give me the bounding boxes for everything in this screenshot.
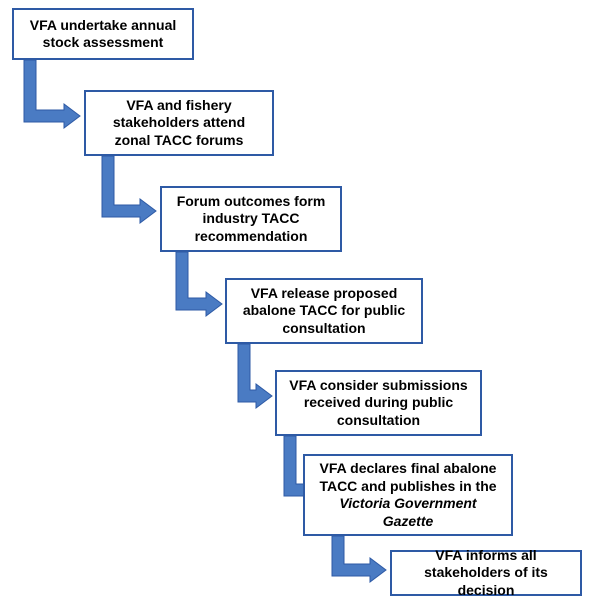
flow-step-2: VFA and fishery stakeholders attend zona… (84, 90, 274, 156)
flow-step-1: VFA undertake annual stock assessment (12, 8, 194, 60)
flow-step-7: VFA informs all stakeholders of its deci… (390, 550, 582, 596)
flow-step-3: Forum outcomes form industry TACC recomm… (160, 186, 342, 252)
flow-step-5: VFA consider submissions received during… (275, 370, 482, 436)
flowchart-canvas: VFA undertake annual stock assessment VFA… (0, 0, 598, 600)
flow-step-4: VFA release proposed abalone TACC for pu… (225, 278, 423, 344)
flow-step-6: VFA declares final abalone TACC and publ… (303, 454, 513, 536)
